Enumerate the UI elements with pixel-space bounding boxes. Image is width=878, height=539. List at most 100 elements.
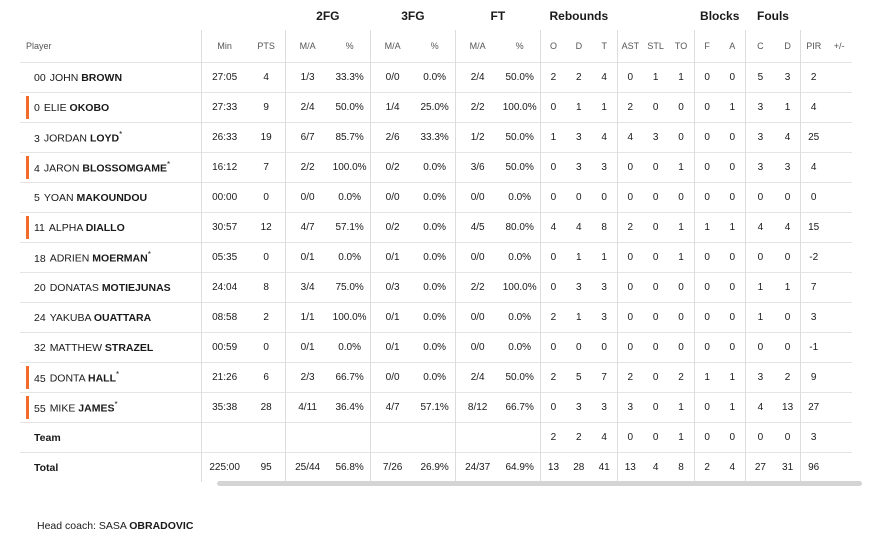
cell-pts: 28 <box>247 392 286 423</box>
cell-foul-d: 0 <box>775 422 801 453</box>
cell-pts: 9 <box>247 92 286 123</box>
cell-ast: 0 <box>616 182 643 213</box>
player-last-name[interactable]: JAMES <box>78 402 115 415</box>
cell-foul-d: 1 <box>775 92 801 123</box>
player-last-name[interactable]: DIALLO <box>85 221 125 234</box>
cell-reb-d: 0 <box>566 332 592 363</box>
player-last-name[interactable]: BLOSSOMGAME <box>82 162 167 175</box>
cell-stl: 0 <box>642 152 669 183</box>
table-row[interactable]: 32 MATTHEW STRAZEL 00:59 0 0/1 0.0% 0/1 0.0% 0/0… <box>20 332 852 363</box>
player-last-name[interactable]: STRAZEL <box>104 341 154 354</box>
cell-ast: 4 <box>616 122 643 153</box>
player-number: 45 <box>34 372 46 385</box>
table-header: 2FG 3FG FT Rebounds Blocks Fouls Player … <box>20 0 852 63</box>
cell-min: 21:26 <box>200 362 248 393</box>
cell-pir: 27 <box>800 392 827 423</box>
cell-ft-ma <box>454 422 500 453</box>
cell-foul-c: 0 <box>744 242 776 273</box>
group-blocks: Blocks <box>700 9 740 23</box>
cell-reb-o: 0 <box>539 242 567 273</box>
player-last-name[interactable]: MOERMAN <box>92 252 148 265</box>
cell-ft-pct: 50.0% <box>499 362 541 393</box>
cell-foul-c: 3 <box>744 362 776 393</box>
cell-pm <box>826 332 852 363</box>
cell-foul-c: 1 <box>744 272 776 303</box>
cell-fg2-pct: 50.0% <box>329 92 371 123</box>
cell-blk-f: 0 <box>693 332 720 363</box>
cell-pir: 2 <box>800 62 827 93</box>
cell-fg3-ma: 0/3 <box>369 272 415 303</box>
table-row[interactable]: 24 YAKUBA OUATTARA 08:58 2 1/1 100.0% 0/1 0.0% 0… <box>20 302 852 333</box>
cell-stl: 0 <box>642 272 669 303</box>
cell-fg2-ma: 2/4 <box>284 92 330 123</box>
cell-fg3-pct: 0.0% <box>414 302 456 333</box>
table-row[interactable]: 5 YOAN MAKOUNDOU 00:00 0 0/0 0.0% 0/0 0.0% 0/0 0.… <box>20 182 852 213</box>
table-row[interactable]: 18 ADRIEN MOERMAN* 05:35 0 0/1 0.0% 0/1 0.0% 0/0… <box>20 242 852 273</box>
cell-ast: 0 <box>616 272 643 303</box>
table-row[interactable]: 55 MIKE JAMES* 35:38 28 4/11 36.4% 4/7 57.1% 8/1… <box>20 392 852 423</box>
cell-pir: 0 <box>800 182 827 213</box>
table-row[interactable]: 11 ALPHA DIALLO 30:57 12 4/7 57.1% 0/2 0.0% 4/5 8… <box>20 212 852 243</box>
player-number: 00 <box>34 71 46 84</box>
cell-ft-pct: 0.0% <box>499 332 541 363</box>
cell-stl: 0 <box>642 422 669 453</box>
col-ft-ma: M/A <box>454 30 500 63</box>
cell-reb-o: 2 <box>539 362 567 393</box>
table-row[interactable]: 4 JARON BLOSSOMGAME* 16:12 7 2/2 100.0% 0/2 0.0… <box>20 152 852 183</box>
cell-fg3-ma: 0/2 <box>369 212 415 243</box>
cell-fg3-ma: 0/1 <box>369 302 415 333</box>
cell-to: 8 <box>668 452 695 482</box>
cell-stl: 4 <box>642 452 669 482</box>
cell-to: 0 <box>668 302 695 333</box>
cell-blk-f: 0 <box>693 242 720 273</box>
cell-blk-f: 1 <box>693 362 720 393</box>
table-row[interactable]: 20 DONATAS MOTIEJUNAS 24:04 8 3/4 75.0% 0/3 0.0… <box>20 272 852 303</box>
player-cell: 5 YOAN MAKOUNDOU <box>20 182 202 213</box>
player-last-name[interactable]: HALL <box>88 372 117 385</box>
col-3fg-ma: M/A <box>369 30 415 63</box>
col-reb-d: D <box>575 41 583 51</box>
cell-to: 1 <box>668 392 695 423</box>
cell-ft-ma: 2/4 <box>454 362 500 393</box>
player-number: 18 <box>34 252 46 265</box>
cell-fg2-ma: 3/4 <box>284 272 330 303</box>
head-coach-first-name: SASA <box>98 520 127 532</box>
cell-fg2-pct: 0.0% <box>329 332 371 363</box>
player-last-name[interactable]: LOYD <box>89 132 120 145</box>
player-number: 0 <box>34 101 40 114</box>
horizontal-scrollbar[interactable] <box>217 481 862 486</box>
player-last-name[interactable]: MAKOUNDOU <box>76 191 148 204</box>
cell-ft-ma: 8/12 <box>454 392 500 423</box>
table-row[interactable]: 0 ELIE OKOBO 27:33 9 2/4 50.0% 1/4 25.0% 2/2 100.… <box>20 92 852 123</box>
cell-fg3-pct: 0.0% <box>414 362 456 393</box>
cell-fg2-pct: 85.7% <box>329 122 371 153</box>
col-pir: PIR <box>800 30 827 63</box>
cell-to: 1 <box>668 152 695 183</box>
cell-reb-t: 4 <box>591 62 618 93</box>
cell-blk-a: 1 <box>719 92 746 123</box>
player-last-name[interactable]: MOTIEJUNAS <box>101 281 171 294</box>
cell-pir: 3 <box>800 422 827 453</box>
table-row[interactable]: 00 JOHN BROWN 27:05 4 1/3 33.3% 0/0 0.0% 2/4 50.0… <box>20 62 852 93</box>
player-last-name[interactable]: OUATTARA <box>93 311 152 324</box>
cell-blk-a: 4 <box>719 452 746 482</box>
cell-ft-pct: 0.0% <box>499 242 541 273</box>
cell-reb-o: 0 <box>539 332 567 363</box>
cell-min <box>200 422 248 453</box>
cell-min: 16:12 <box>200 152 248 183</box>
cell-ft-ma: 2/2 <box>454 272 500 303</box>
table-row[interactable]: 3 JORDAN LOYD* 26:33 19 6/7 85.7% 2/6 33.3% 1/2 5… <box>20 122 852 153</box>
player-last-name[interactable]: OKOBO <box>69 101 110 114</box>
cell-blk-a: 0 <box>719 332 746 363</box>
player-cell: 32 MATTHEW STRAZEL <box>20 332 202 363</box>
cell-reb-t: 0 <box>591 182 618 213</box>
player-number: 5 <box>34 191 40 204</box>
player-last-name[interactable]: BROWN <box>81 71 123 84</box>
cell-foul-d: 13 <box>775 392 801 423</box>
cell-fg3-ma: 0/0 <box>369 362 415 393</box>
table-row[interactable]: 45 DONTA HALL* 21:26 6 2/3 66.7% 0/0 0.0% 2/4 50.… <box>20 362 852 393</box>
cell-fg3-ma <box>369 422 415 453</box>
cell-ft-ma: 0/0 <box>454 332 500 363</box>
cell-blk-a: 0 <box>719 62 746 93</box>
cell-pm <box>826 362 852 393</box>
